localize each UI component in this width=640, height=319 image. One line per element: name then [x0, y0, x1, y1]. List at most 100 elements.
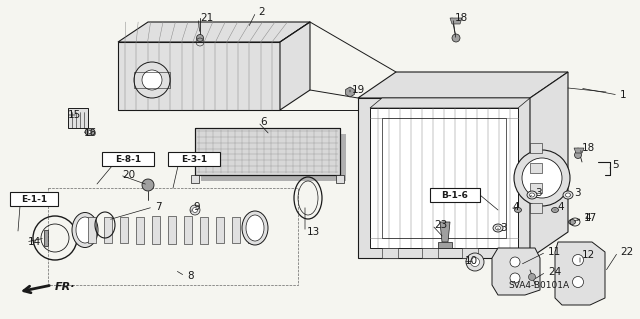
Polygon shape	[120, 217, 128, 243]
Ellipse shape	[527, 191, 537, 199]
Ellipse shape	[515, 207, 522, 212]
Text: 18: 18	[455, 13, 468, 23]
Text: E-3-1: E-3-1	[181, 154, 207, 164]
Circle shape	[575, 152, 582, 159]
Text: 12: 12	[582, 250, 595, 260]
Polygon shape	[358, 72, 568, 98]
Circle shape	[514, 150, 570, 206]
Polygon shape	[462, 248, 478, 258]
Text: B-1-6: B-1-6	[442, 190, 468, 199]
Polygon shape	[191, 175, 199, 183]
Ellipse shape	[493, 224, 503, 232]
Text: 20: 20	[122, 170, 135, 180]
Circle shape	[522, 158, 562, 198]
Polygon shape	[336, 175, 344, 183]
Circle shape	[466, 253, 484, 271]
Circle shape	[196, 34, 204, 41]
Text: 16: 16	[84, 128, 97, 138]
Polygon shape	[88, 217, 96, 243]
Circle shape	[190, 205, 200, 215]
Polygon shape	[118, 42, 280, 110]
Polygon shape	[492, 248, 540, 295]
Polygon shape	[44, 230, 48, 246]
Text: 13: 13	[307, 227, 320, 237]
Polygon shape	[216, 217, 224, 243]
Ellipse shape	[568, 219, 575, 225]
Ellipse shape	[552, 207, 559, 212]
Text: 4: 4	[557, 202, 564, 212]
Polygon shape	[118, 22, 310, 42]
Text: 5: 5	[612, 160, 619, 170]
Ellipse shape	[88, 130, 92, 133]
Text: E-8-1: E-8-1	[115, 154, 141, 164]
Text: 21: 21	[200, 13, 213, 23]
Circle shape	[573, 277, 584, 287]
Circle shape	[142, 179, 154, 191]
Text: 9: 9	[193, 202, 200, 212]
Text: 7: 7	[155, 202, 162, 212]
Text: 19: 19	[352, 85, 365, 95]
Polygon shape	[358, 98, 530, 258]
Bar	[10, 192, 58, 206]
Text: 15: 15	[68, 110, 81, 120]
Polygon shape	[136, 217, 144, 243]
Bar	[430, 188, 480, 202]
Text: E-1-1: E-1-1	[21, 195, 47, 204]
Circle shape	[510, 257, 520, 267]
Text: 18: 18	[582, 143, 595, 153]
Ellipse shape	[76, 217, 94, 243]
Ellipse shape	[566, 193, 570, 197]
Text: 22: 22	[620, 247, 633, 257]
Polygon shape	[370, 108, 518, 248]
Polygon shape	[530, 183, 542, 193]
Text: 24: 24	[548, 267, 561, 277]
Ellipse shape	[529, 193, 534, 197]
Polygon shape	[530, 143, 542, 153]
Polygon shape	[440, 222, 450, 242]
Polygon shape	[574, 148, 584, 153]
Polygon shape	[530, 203, 542, 213]
Text: 3: 3	[535, 188, 541, 198]
Circle shape	[193, 207, 198, 212]
Polygon shape	[530, 163, 542, 173]
Polygon shape	[168, 216, 176, 244]
Circle shape	[452, 34, 460, 42]
Polygon shape	[438, 242, 452, 248]
Circle shape	[134, 62, 170, 98]
Polygon shape	[201, 134, 346, 181]
Ellipse shape	[495, 226, 500, 230]
Bar	[102, 152, 154, 166]
Ellipse shape	[246, 215, 264, 241]
Polygon shape	[450, 18, 462, 24]
Text: 2: 2	[258, 7, 264, 17]
Polygon shape	[232, 217, 240, 243]
Polygon shape	[502, 248, 518, 258]
Polygon shape	[370, 98, 530, 108]
Circle shape	[470, 257, 479, 266]
Text: 23: 23	[434, 220, 447, 230]
Ellipse shape	[85, 129, 95, 136]
Polygon shape	[248, 217, 256, 243]
Text: 11: 11	[548, 247, 561, 257]
Text: 8: 8	[187, 271, 194, 281]
Polygon shape	[68, 108, 88, 128]
Text: 4: 4	[584, 213, 591, 223]
Circle shape	[510, 273, 520, 283]
Text: 1: 1	[620, 90, 627, 100]
Polygon shape	[152, 216, 160, 244]
Polygon shape	[280, 22, 310, 110]
Polygon shape	[195, 128, 340, 175]
Polygon shape	[530, 72, 568, 258]
Polygon shape	[346, 87, 355, 97]
Text: 10: 10	[465, 256, 478, 266]
Ellipse shape	[72, 212, 98, 248]
Polygon shape	[200, 217, 208, 243]
Text: 14: 14	[28, 237, 41, 247]
Text: 3: 3	[500, 223, 507, 233]
Text: 17: 17	[584, 213, 597, 223]
Polygon shape	[184, 216, 192, 244]
Text: FR·: FR·	[55, 282, 76, 292]
Text: 4: 4	[512, 202, 518, 212]
Circle shape	[529, 273, 536, 280]
Bar	[168, 152, 220, 166]
